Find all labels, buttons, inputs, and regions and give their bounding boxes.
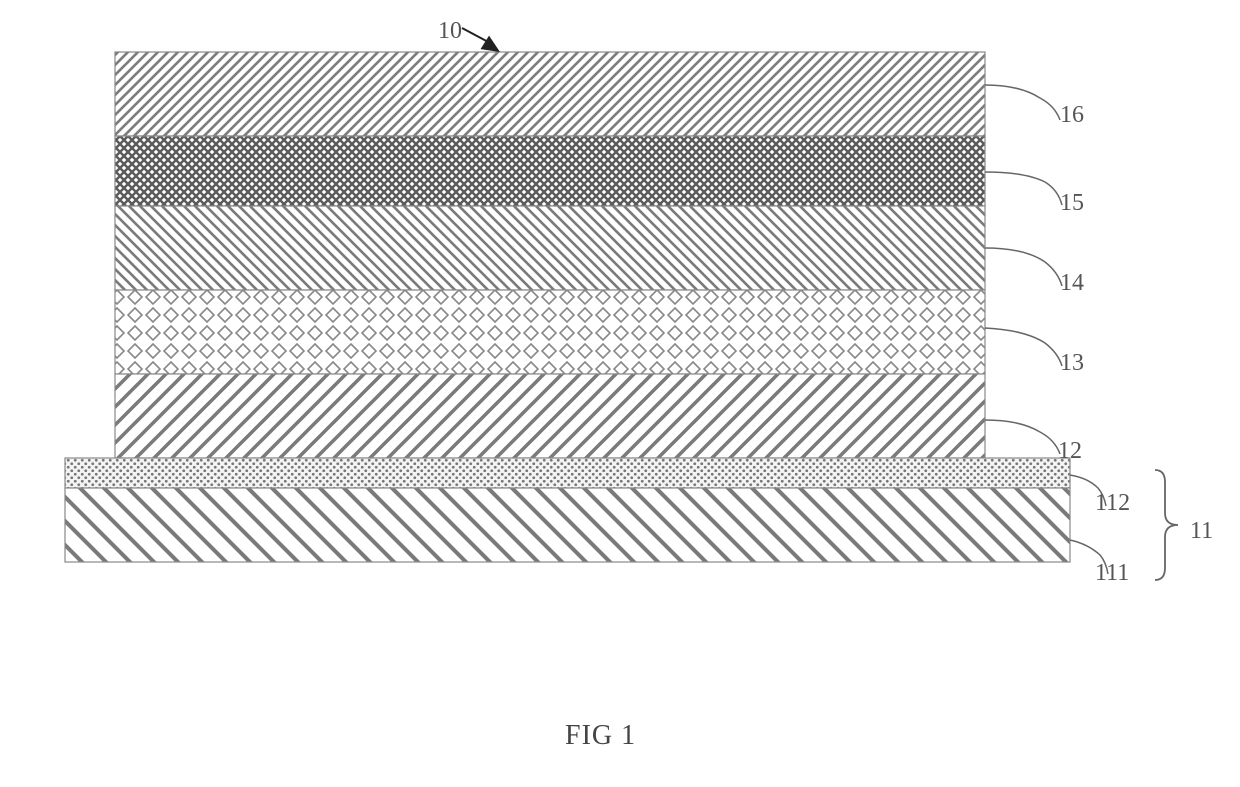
layer-label-15: 15 [1060,190,1084,217]
callout-leader-16 [985,85,1060,120]
layer-label-13: 13 [1060,350,1084,377]
figure-caption: FIG 1 [565,720,636,752]
callout-leader-15 [985,172,1062,205]
callout-leader-14 [985,248,1062,286]
callout-leader-12 [985,420,1060,454]
layer-label-12: 12 [1058,438,1082,465]
curly-brace-icon [1155,470,1178,580]
layer-16 [115,52,985,136]
layer-label-111: 111 [1095,560,1129,587]
layer-label-16: 16 [1060,102,1084,129]
layer-111 [65,488,1070,562]
substrate-group-label: 11 [1190,518,1213,545]
layer-label-112: 112 [1095,490,1130,517]
layer-15 [115,136,985,206]
layer-label-14: 14 [1060,270,1084,297]
callout-leader-13 [985,328,1062,366]
layer-12 [115,374,985,458]
layer-13 [115,290,985,374]
layer-diagram [0,0,1240,640]
assembly-label: 10 [438,18,462,45]
assembly-arrowhead-icon [481,36,500,52]
layer-112 [65,458,1070,488]
layer-14 [115,206,985,290]
